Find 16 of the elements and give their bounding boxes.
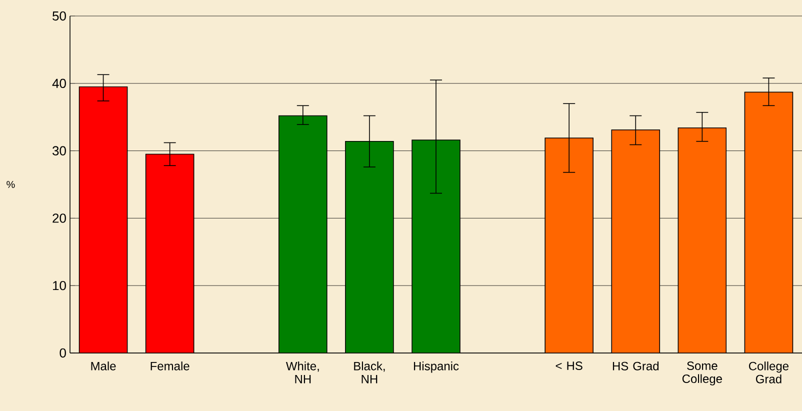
y-tick-label: 40 [52,78,66,88]
x-tick-label: Female [150,362,190,370]
x-tick-label: Black, NH [354,362,385,384]
y-tick-label: 10 [53,280,66,290]
y-tick-label: 30 [52,146,66,156]
x-tick-label: College Grad [748,362,789,384]
x-tick-label: Male [91,362,116,370]
y-axis-title: % [6,180,15,188]
x-tick-label: Some College [682,362,722,386]
y-tick-label: 20 [52,214,66,223]
x-tick-label: Hispanic [414,362,459,373]
x-tick-label: White, NH [286,362,319,384]
y-tick-label: 50 [52,11,66,21]
x-tick-label: < HS [556,362,582,370]
x-tick-label: HS Grad [612,362,659,370]
y-tick-label: 0 [60,348,66,358]
